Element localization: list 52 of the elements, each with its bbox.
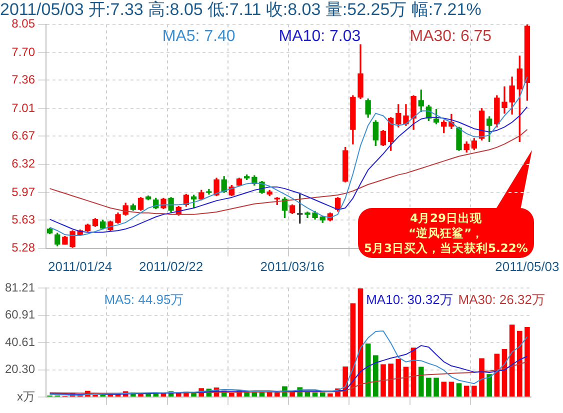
bar: [441, 382, 447, 396]
bar: [434, 378, 439, 396]
y-tick-label: 5.97: [12, 184, 36, 199]
bar: [365, 344, 371, 396]
y-tick-label: 6.67: [12, 128, 36, 142]
bar: [229, 392, 234, 396]
bar: [320, 392, 326, 396]
text: MA30: 26.32万: [458, 292, 545, 307]
y-tick-label: 6.32: [12, 156, 36, 171]
bar: [396, 358, 402, 396]
y-tick-label: 7.70: [12, 45, 36, 60]
bar: [328, 393, 333, 396]
y-tick-label: 40.61: [4, 334, 36, 349]
bar: [418, 366, 424, 396]
text: MA30: 6.75: [410, 28, 492, 45]
bar: [516, 330, 522, 396]
text: MA10: 7.03: [278, 28, 361, 45]
bar: [494, 354, 500, 396]
x-tick-label: 2011/02/22: [138, 258, 204, 274]
y-tick-label: 7.36: [12, 72, 36, 87]
bar: [524, 327, 530, 396]
annotation: 4月29日出现 “逆风狂鲨”， 5月3日买入，当天获利5.22%: [358, 208, 534, 258]
bar: [472, 386, 477, 396]
bar: [479, 358, 484, 396]
x-tick-label: 2011/05/03: [495, 258, 560, 274]
bar: [464, 386, 470, 396]
y-tick-label: 81.21: [4, 280, 36, 295]
y-tick-label: 7.01: [12, 100, 36, 115]
bar: [358, 288, 364, 396]
chart-title: 2011/05/03 开:7.33 高:8.05 低:7.11 收:8.03 量:52.25万 幅:7.21%: [0, 0, 482, 19]
text: MA5: 44.95万: [104, 292, 184, 307]
y-tick-label: x万: [17, 389, 35, 404]
text: MA10: 30.32万: [366, 292, 453, 307]
bar: [380, 364, 386, 396]
bar: [312, 392, 318, 396]
y-tick-label: 8.05: [12, 16, 36, 31]
bar: [426, 378, 432, 396]
x-tick-label: 2011/03/16: [260, 258, 324, 274]
bar: [372, 355, 378, 396]
bar: [448, 382, 454, 396]
bar: [456, 383, 462, 396]
y-tick-label: 60.91: [4, 308, 36, 322]
bar: [486, 374, 492, 396]
bar: [274, 392, 280, 396]
y-tick-label: 5.63: [12, 212, 36, 226]
bar: [509, 324, 515, 396]
bar: [403, 366, 409, 396]
text: MA5: 7.40: [162, 28, 236, 45]
y-tick-label: 5.28: [12, 240, 36, 255]
y-tick-label: 20.30: [4, 362, 36, 376]
x-tick-label: 2011/01/24: [48, 258, 112, 274]
bar: [388, 364, 394, 396]
